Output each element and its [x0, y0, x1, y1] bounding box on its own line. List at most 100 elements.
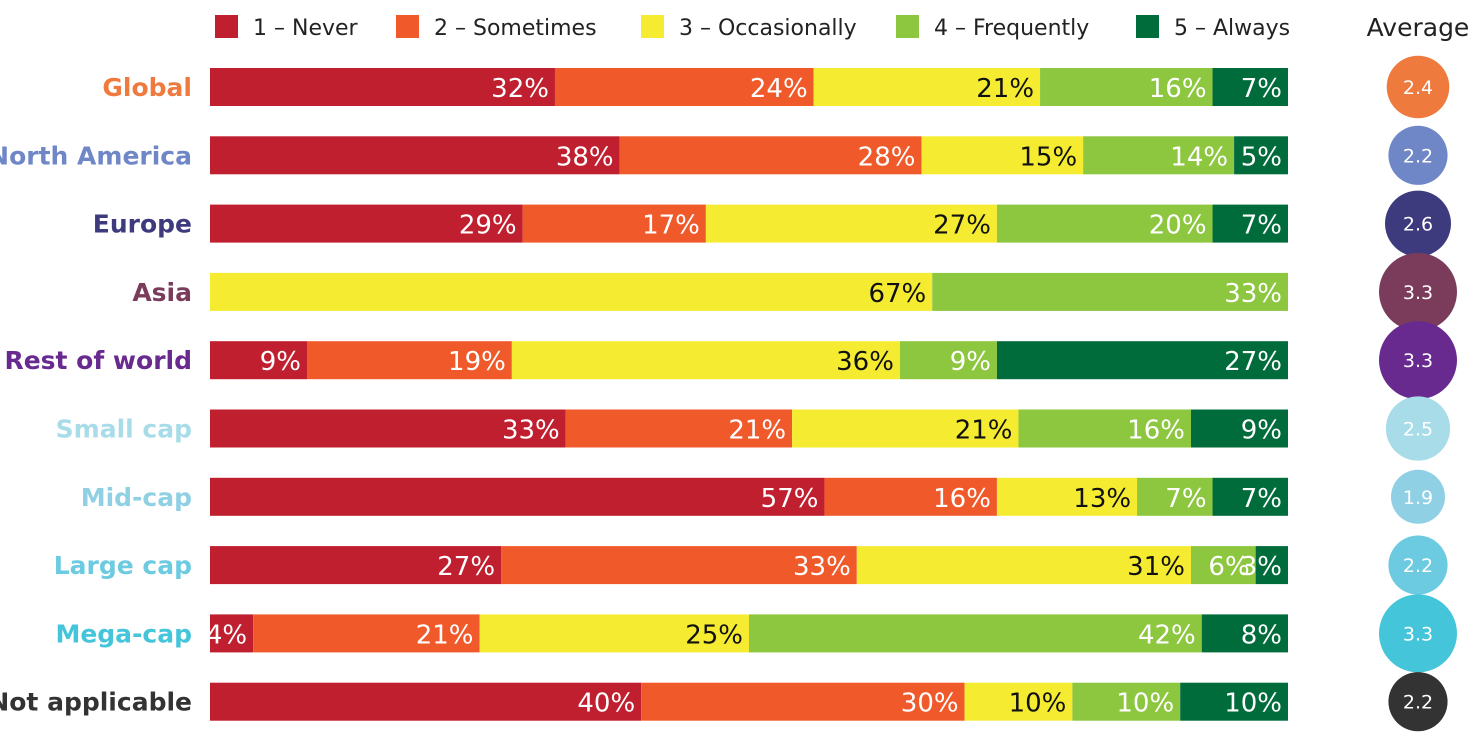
- bar-segment-5: [1190, 409, 1288, 448]
- average-bubble: [1379, 594, 1457, 673]
- data-label: 27%: [437, 552, 495, 582]
- data-label: 16%: [933, 484, 991, 514]
- bar-segment-2: [522, 204, 706, 243]
- average-value: 1.9: [1403, 487, 1433, 509]
- average-bubble: [1386, 55, 1450, 119]
- data-label: 29%: [459, 211, 517, 241]
- average-bubble: [1388, 535, 1448, 595]
- average-bubble: [1391, 469, 1445, 524]
- row-label: Europe: [93, 210, 192, 239]
- data-label: 14%: [1170, 142, 1228, 172]
- legend-swatch-5: [1136, 15, 1159, 38]
- bar-segment-3: [856, 546, 1191, 585]
- data-label: 8%: [1241, 620, 1282, 650]
- data-label: 32%: [491, 74, 549, 104]
- bar-segment-3: [705, 204, 997, 243]
- data-label: 9%: [950, 347, 991, 377]
- row-label: Mid-cap: [81, 483, 192, 512]
- data-label: 27%: [1224, 347, 1282, 377]
- bar-segment-1: [210, 409, 566, 448]
- bar-segment-2: [565, 409, 793, 448]
- bar-segment-3: [479, 614, 749, 653]
- average-bubble: [1388, 125, 1448, 185]
- average-bubble: [1385, 190, 1451, 257]
- bar-segment-3: [792, 409, 1019, 448]
- legend-swatch-4: [896, 15, 919, 38]
- data-label: 4%: [206, 620, 247, 650]
- bar-segment-1: [210, 136, 620, 175]
- bar-segment-4: [1083, 136, 1235, 175]
- bar-segment-1: [210, 546, 502, 585]
- average-value: 2.2: [1403, 145, 1433, 167]
- data-label: 21%: [976, 74, 1034, 104]
- data-label: 6%: [1208, 552, 1249, 582]
- average-value: 2.6: [1403, 214, 1433, 236]
- average-bubble: [1379, 252, 1457, 331]
- row-rest-of-world: Rest of world 9% 19% 36% 9% 27% 3.3: [4, 321, 1457, 400]
- data-label: 67%: [868, 279, 926, 309]
- data-label: 31%: [1127, 552, 1185, 582]
- average-value: 3.3: [1403, 350, 1433, 372]
- data-label: 15%: [1019, 142, 1077, 172]
- bar-segment-2: [501, 546, 857, 585]
- chart-rows: Global 32% 24% 21% 16% 7% 2.4 North America 38% 2…: [0, 55, 1457, 732]
- data-label: 57%: [761, 484, 819, 514]
- data-label: 24%: [750, 74, 808, 104]
- data-label: 33%: [1224, 279, 1282, 309]
- data-label: 5%: [1241, 142, 1282, 172]
- bar-segment-4: [1072, 682, 1181, 721]
- data-label: 19%: [448, 347, 506, 377]
- average-bubble: [1379, 321, 1457, 400]
- data-label: 36%: [836, 347, 894, 377]
- bar-segment-4: [1190, 546, 1256, 585]
- data-label: 21%: [728, 416, 786, 446]
- data-label: 7%: [1241, 74, 1282, 104]
- bar-segment-4: [996, 204, 1213, 243]
- row-label: North America: [0, 141, 192, 170]
- legend-label-4: 4 – Frequently: [934, 16, 1089, 41]
- bar-segment-3: [964, 682, 1073, 721]
- row-europe: Europe 29% 17% 27% 20% 7% 2.6: [93, 190, 1451, 257]
- row-label: Small cap: [56, 415, 192, 444]
- data-label: 38%: [556, 142, 614, 172]
- legend-label-5: 5 – Always: [1174, 16, 1290, 41]
- average-bubble: [1385, 396, 1451, 461]
- data-label: 33%: [793, 552, 851, 582]
- bar-segment-5: [1212, 204, 1288, 243]
- row-label: Asia: [132, 278, 192, 307]
- bar-segment-5: [1255, 546, 1288, 585]
- data-label: 10%: [1116, 689, 1174, 719]
- average-column-title: Average: [1367, 13, 1470, 42]
- bar-segment-4: [899, 341, 997, 380]
- data-label: 27%: [933, 211, 991, 241]
- legend-swatch-1: [215, 15, 238, 38]
- legend: 1 – Never 2 – Sometimes 3 – Occasionally 4 …: [215, 15, 1290, 41]
- bar-segment-3: [511, 341, 900, 380]
- bar-segment-4: [932, 272, 1288, 311]
- bar-segment-4: [749, 614, 1202, 653]
- data-label: 10%: [1224, 689, 1282, 719]
- average-value: 3.3: [1403, 282, 1433, 304]
- bar-segment-1: [210, 614, 254, 653]
- data-label: 13%: [1073, 484, 1131, 514]
- bar-segment-2: [619, 136, 922, 175]
- data-label: 9%: [260, 347, 301, 377]
- row-label: Rest of world: [4, 346, 192, 375]
- data-label: 40%: [577, 689, 635, 719]
- row-label: Not applicable: [0, 688, 192, 717]
- row-large-cap: Large cap 27% 33% 31% 6%3% 2.2: [54, 535, 1448, 595]
- bar-segment-5: [1212, 477, 1288, 516]
- average-value: 2.5: [1403, 419, 1433, 441]
- row-label: Mega-cap: [55, 619, 192, 648]
- average-value: 3.3: [1403, 623, 1433, 645]
- bar-segment-5: [1201, 614, 1288, 653]
- data-label: 16%: [1149, 74, 1207, 104]
- bar-segment-5: [996, 341, 1288, 380]
- bar-segment-4: [1018, 409, 1191, 448]
- legend-swatch-3: [641, 15, 664, 38]
- row-asia: Asia 67% 33% 3.3: [132, 252, 1457, 331]
- bar-segment-4: [1137, 477, 1213, 516]
- average-value: 2.2: [1403, 555, 1433, 577]
- bar-segment-1: [210, 204, 523, 243]
